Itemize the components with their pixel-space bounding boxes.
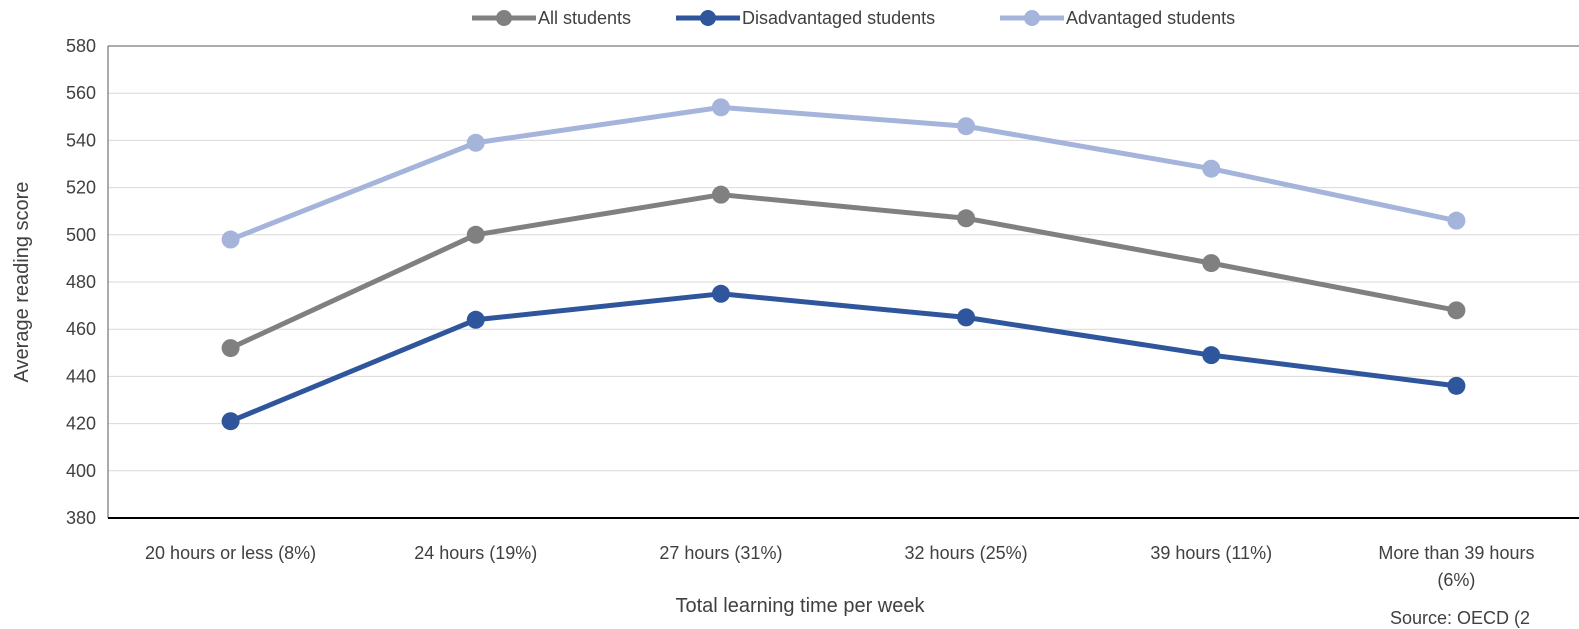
series-line — [229, 104, 1457, 242]
y-tick-label: 580 — [66, 36, 96, 56]
y-tick-label: 500 — [66, 225, 96, 245]
x-tick-label: 39 hours (11%) — [1150, 543, 1272, 563]
legend-swatch-marker — [700, 10, 716, 26]
y-tick-label: 440 — [66, 366, 96, 386]
legend-swatch-marker — [1024, 10, 1040, 26]
data-point — [1447, 211, 1466, 230]
data-point — [1202, 159, 1221, 178]
legend-label: Advantaged students — [1066, 8, 1235, 28]
legend-label: Disadvantaged students — [742, 8, 935, 28]
y-tick-label: 520 — [66, 178, 96, 198]
y-tick-label: 480 — [66, 272, 96, 292]
series-1 — [221, 284, 1466, 431]
data-point — [1202, 346, 1221, 365]
x-axis-title: Total learning time per week — [675, 595, 925, 617]
series-0 — [221, 185, 1466, 358]
data-point — [711, 98, 730, 117]
x-tick-label: More than 39 hours (6%) — [1378, 543, 1534, 590]
legend: All students Disadvantaged students Advant… — [472, 8, 1235, 28]
source-note: Source: OECD (2 — [1390, 608, 1531, 628]
axes — [107, 45, 1579, 519]
x-tick-label: 20 hours or less (8%) — [145, 543, 316, 563]
series-line — [229, 291, 1457, 424]
series-line — [229, 192, 1457, 351]
data-point — [466, 225, 485, 244]
data-point — [957, 117, 976, 136]
x-tick-labels: 20 hours or less (8%) 24 hours (19%) 27 ho… — [145, 543, 1534, 590]
data-point — [1447, 301, 1466, 320]
series-2 — [221, 98, 1466, 249]
data-point — [466, 133, 485, 152]
data-point — [711, 284, 730, 303]
legend-item: All students — [472, 8, 631, 28]
legend-item: Disadvantaged students — [676, 8, 935, 28]
y-tick-label: 400 — [66, 461, 96, 481]
y-tick-label: 460 — [66, 319, 96, 339]
y-tick-label: 380 — [66, 508, 96, 528]
x-tick-label: 27 hours (31%) — [659, 543, 782, 563]
gridlines — [108, 45, 1579, 472]
data-point — [1447, 376, 1466, 395]
x-tick-label: 24 hours (19%) — [414, 543, 537, 563]
legend-item: Advantaged students — [1000, 8, 1235, 28]
series-lines — [221, 98, 1466, 431]
legend-swatch-marker — [496, 10, 512, 26]
y-tick-label: 560 — [66, 83, 96, 103]
y-axis-title: Average reading score — [11, 182, 33, 383]
data-point — [711, 185, 730, 204]
y-tick-label: 420 — [66, 414, 96, 434]
data-point — [957, 209, 976, 228]
data-point — [957, 308, 976, 327]
data-point — [221, 339, 240, 358]
y-tick-labels: 380 400 420 440 460 480 500 520 540 560 580 — [66, 36, 96, 528]
data-point — [221, 230, 240, 249]
data-point — [221, 412, 240, 431]
x-tick-label: 32 hours (25%) — [905, 543, 1028, 563]
data-point — [466, 310, 485, 329]
y-tick-label: 540 — [66, 130, 96, 150]
legend-label: All students — [538, 8, 631, 28]
data-point — [1202, 254, 1221, 273]
